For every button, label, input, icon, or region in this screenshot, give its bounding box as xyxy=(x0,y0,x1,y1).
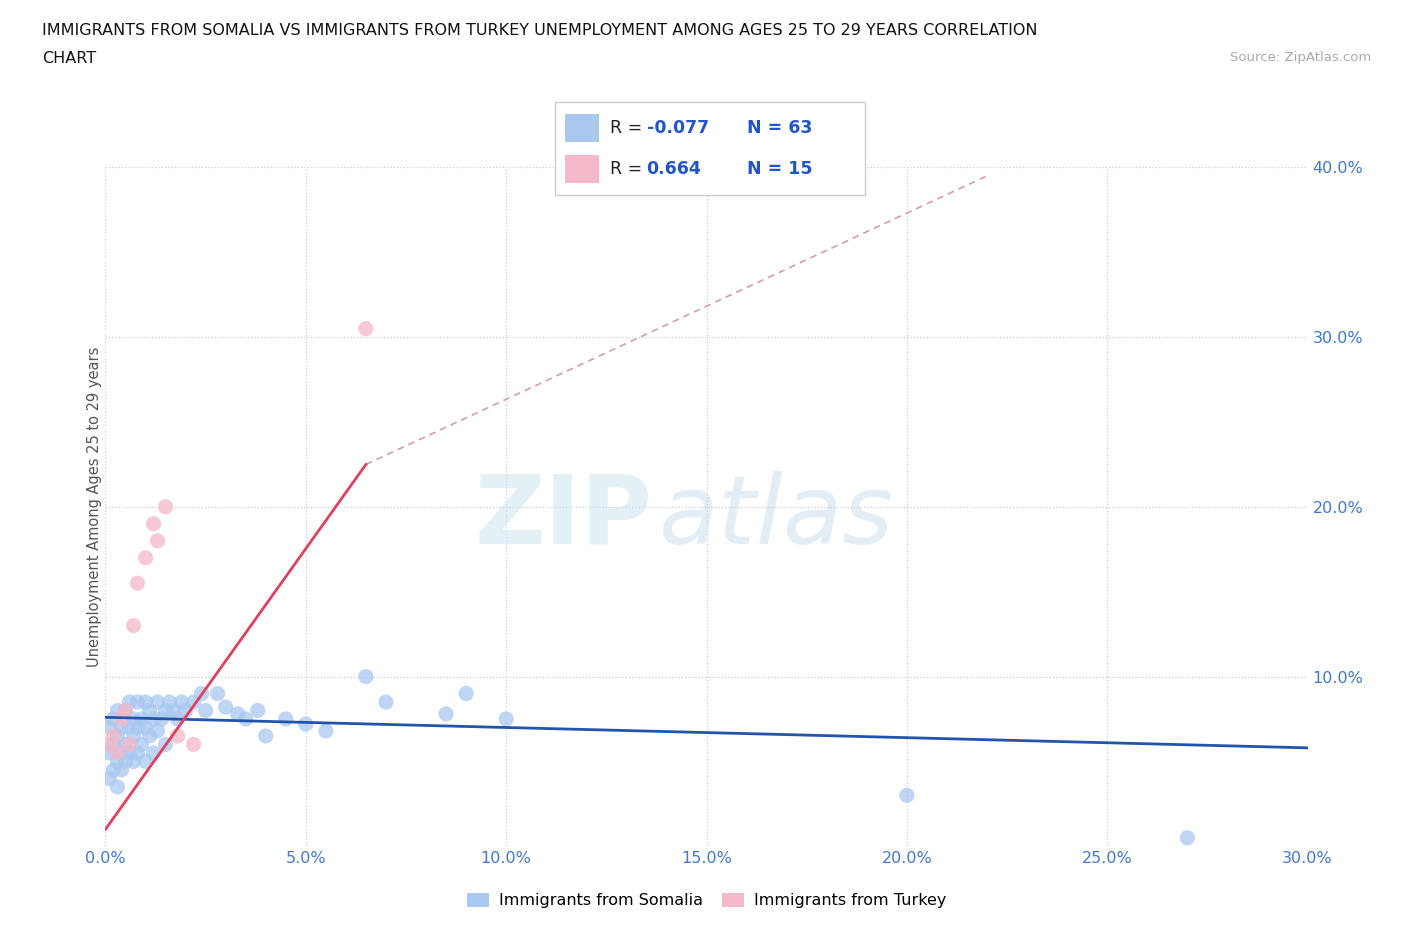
Point xyxy=(194,703,217,718)
Point xyxy=(214,699,236,714)
Point xyxy=(434,707,457,722)
Point xyxy=(107,779,129,794)
Point xyxy=(103,728,125,743)
Point xyxy=(98,720,121,735)
Text: R =: R = xyxy=(610,160,647,178)
Point xyxy=(107,703,129,718)
Point xyxy=(454,686,477,701)
Point xyxy=(110,746,132,761)
Point xyxy=(98,771,121,786)
Text: IMMIGRANTS FROM SOMALIA VS IMMIGRANTS FROM TURKEY UNEMPLOYMENT AMONG AGES 25 TO : IMMIGRANTS FROM SOMALIA VS IMMIGRANTS FR… xyxy=(42,23,1038,38)
Point xyxy=(135,754,157,769)
Point xyxy=(354,321,377,336)
Point xyxy=(155,703,177,718)
Point xyxy=(114,754,136,769)
Legend: Immigrants from Somalia, Immigrants from Turkey: Immigrants from Somalia, Immigrants from… xyxy=(458,884,955,916)
Point xyxy=(274,711,297,726)
Point xyxy=(207,686,229,701)
Text: ZIP: ZIP xyxy=(475,471,652,564)
Point xyxy=(146,534,169,549)
Text: N = 15: N = 15 xyxy=(747,160,813,178)
Point xyxy=(103,711,125,726)
Point xyxy=(107,754,129,769)
Point xyxy=(110,763,132,777)
Point xyxy=(118,695,141,710)
Point xyxy=(127,746,149,761)
Point xyxy=(114,737,136,751)
Point xyxy=(122,754,145,769)
Text: Source: ZipAtlas.com: Source: ZipAtlas.com xyxy=(1230,51,1371,64)
Text: atlas: atlas xyxy=(658,471,893,564)
Point xyxy=(103,763,125,777)
Point xyxy=(162,703,184,718)
Point xyxy=(122,728,145,743)
Point xyxy=(135,551,157,565)
Point xyxy=(107,728,129,743)
Point xyxy=(127,695,149,710)
Point xyxy=(135,695,157,710)
Point xyxy=(127,720,149,735)
Point xyxy=(131,711,153,726)
Point xyxy=(170,695,193,710)
Point xyxy=(110,711,132,726)
Point xyxy=(174,703,197,718)
Point xyxy=(354,670,377,684)
Point xyxy=(135,720,157,735)
Point xyxy=(107,746,129,761)
Point xyxy=(118,720,141,735)
Point xyxy=(295,717,318,732)
Point xyxy=(122,618,145,633)
Point xyxy=(118,746,141,761)
Point xyxy=(138,728,160,743)
Point xyxy=(118,737,141,751)
Point xyxy=(183,695,205,710)
Point xyxy=(896,788,918,803)
Point xyxy=(142,516,165,531)
Point xyxy=(127,576,149,591)
Point xyxy=(110,720,132,735)
Point xyxy=(138,703,160,718)
Bar xyxy=(565,155,599,183)
Point xyxy=(166,711,188,726)
Point xyxy=(150,711,173,726)
Point xyxy=(142,746,165,761)
Text: 0.664: 0.664 xyxy=(647,160,702,178)
Point xyxy=(1177,830,1199,845)
Point xyxy=(226,707,249,722)
Y-axis label: Unemployment Among Ages 25 to 29 years: Unemployment Among Ages 25 to 29 years xyxy=(87,347,101,667)
Text: N = 63: N = 63 xyxy=(747,119,813,137)
Point xyxy=(254,728,277,743)
Point xyxy=(98,737,121,751)
Point xyxy=(114,703,136,718)
Text: -0.077: -0.077 xyxy=(647,119,709,137)
Point xyxy=(103,737,125,751)
Point xyxy=(98,746,121,761)
Bar xyxy=(565,114,599,142)
Point xyxy=(495,711,517,726)
Point xyxy=(155,499,177,514)
Point xyxy=(183,737,205,751)
Point xyxy=(159,695,181,710)
Point xyxy=(146,724,169,738)
Point xyxy=(131,737,153,751)
Point xyxy=(246,703,269,718)
Text: CHART: CHART xyxy=(42,51,96,66)
Point xyxy=(146,695,169,710)
Point xyxy=(315,724,337,738)
Point xyxy=(122,711,145,726)
Point xyxy=(166,728,188,743)
Point xyxy=(114,703,136,718)
Point xyxy=(142,711,165,726)
Point xyxy=(374,695,398,710)
Point xyxy=(155,737,177,751)
Point xyxy=(235,711,257,726)
Text: R =: R = xyxy=(610,119,647,137)
Point xyxy=(190,686,212,701)
